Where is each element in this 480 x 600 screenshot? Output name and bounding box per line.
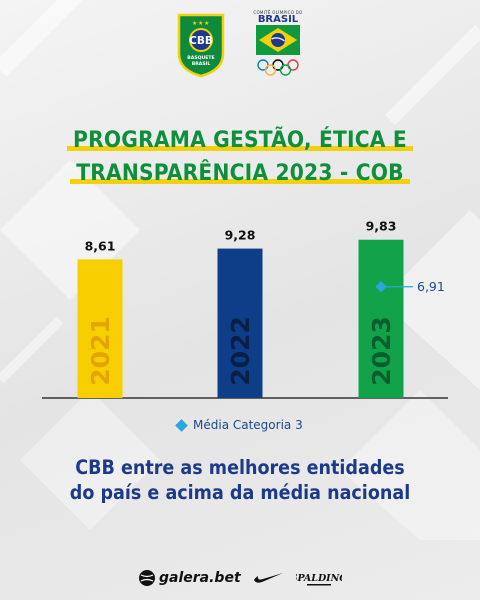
chart-legend: Média Categoria 3 — [175, 418, 303, 432]
legend-label: Média Categoria 3 — [193, 418, 303, 432]
spalding-logo-icon: SPALDING — [296, 573, 342, 586]
bar-2021 — [77, 259, 123, 398]
sponsor-bar: galera.bet SPALDING — [0, 566, 480, 592]
olympic-rings-icon — [257, 59, 299, 76]
cob-logo-icon: COMITÊ OLÍMPICO DO BRASIL — [252, 10, 304, 80]
svg-text:★: ★ — [198, 20, 203, 27]
brazil-flag-icon — [256, 25, 300, 55]
galera-bet-text: galera.bet — [159, 570, 241, 586]
value-label-2023: 9,83 — [366, 219, 397, 234]
cbb-logo-line1: BASQUETE — [187, 55, 214, 61]
cbb-logo-icon: ★ ★ ★ CBB BASQUETE BRASIL — [176, 12, 226, 78]
statement-line-2: do país e acima da média nacional — [69, 481, 411, 504]
year-label-2023: 2023 — [367, 316, 396, 386]
nike-swoosh-icon — [254, 573, 283, 583]
cob-small-text: COMITÊ OLÍMPICO DO — [253, 10, 303, 15]
spalding-text: SPALDING — [296, 573, 342, 584]
cbb-logo-line2: BRASIL — [192, 61, 211, 67]
legend-diamond-icon — [175, 418, 188, 432]
galera-ball-icon — [139, 570, 155, 586]
bar-2022 — [217, 248, 263, 398]
title-line-2: TRANSPARÊNCIA 2023 - COB — [0, 160, 480, 186]
title-line-1: PROGRAMA GESTÃO, ÉTICA E — [0, 127, 480, 153]
bar-2023 — [358, 239, 404, 398]
svg-text:★: ★ — [192, 20, 197, 27]
year-label-2021: 2021 — [86, 316, 115, 386]
bar-chart: 8,61 2021 9,28 2022 9,83 2023 6,91 — [42, 219, 448, 399]
reference-marker — [375, 281, 387, 293]
reference-value-label: 6,91 — [417, 279, 445, 294]
year-label-2022: 2022 — [226, 316, 255, 386]
value-label-2022: 9,28 — [225, 228, 256, 243]
statement-line-1: CBB entre as melhores entidades — [75, 456, 405, 479]
svg-text:★: ★ — [204, 20, 209, 27]
value-label-2021: 8,61 — [85, 238, 116, 253]
cob-brasil-text: BRASIL — [257, 14, 299, 25]
cbb-logo-initials: CBB — [189, 35, 213, 47]
galera-bet-logo: galera.bet — [138, 569, 241, 587]
